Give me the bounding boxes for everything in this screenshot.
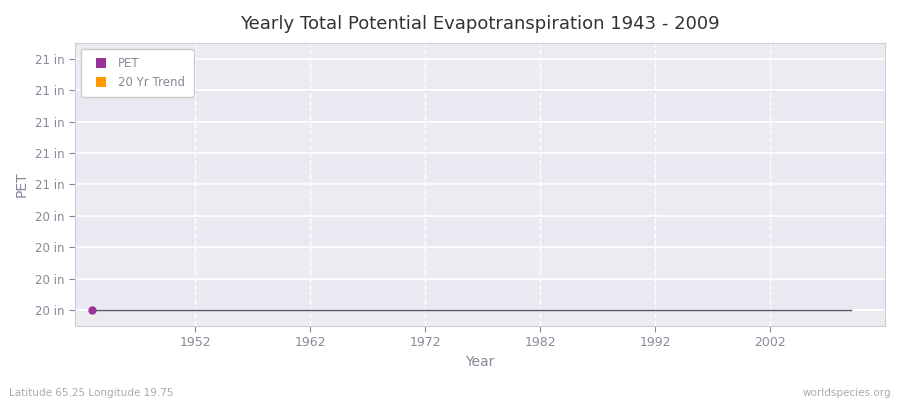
Bar — [75, 122, 885, 153]
Legend: PET, 20 Yr Trend: PET, 20 Yr Trend — [80, 49, 194, 97]
Bar — [75, 216, 885, 247]
Bar — [75, 90, 885, 122]
Bar — [75, 247, 885, 279]
Title: Yearly Total Potential Evapotranspiration 1943 - 2009: Yearly Total Potential Evapotranspiratio… — [240, 15, 720, 33]
Bar — [75, 153, 885, 184]
Y-axis label: PET: PET — [15, 172, 29, 197]
Bar — [75, 59, 885, 90]
Text: worldspecies.org: worldspecies.org — [803, 388, 891, 398]
X-axis label: Year: Year — [465, 355, 494, 369]
Bar — [75, 279, 885, 310]
Text: Latitude 65.25 Longitude 19.75: Latitude 65.25 Longitude 19.75 — [9, 388, 174, 398]
Bar — [75, 184, 885, 216]
